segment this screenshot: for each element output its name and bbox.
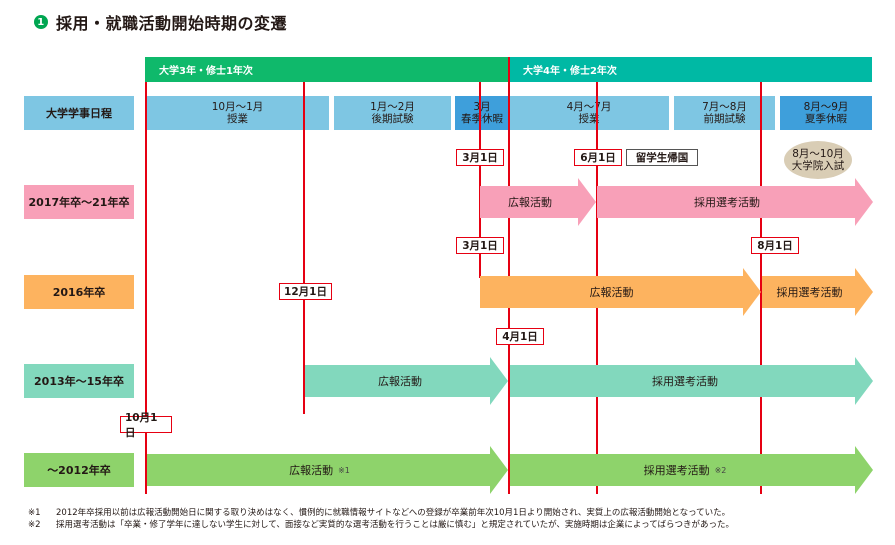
arrow-label: 採用選考活動	[694, 196, 760, 209]
grad-exam-period: 8月〜10月	[792, 148, 844, 160]
schedule-spring-break: 3月 春季休暇	[455, 96, 509, 130]
schedule-classes-spring: 4月〜7月 授業	[509, 96, 669, 130]
arrow-2016-pr: 広報活動	[480, 268, 761, 316]
schedule-period: 7月〜8月	[702, 101, 747, 113]
band-year3-label: 大学3年・修士1年次	[159, 66, 253, 77]
footnotes: ※1 2012年卒採用以前は広報活動開始日に関する取り決めはなく、慣例的に就職情…	[28, 507, 734, 531]
date-apr1: 4月1日	[496, 328, 544, 345]
grad-exam-name: 大学院入試	[791, 160, 845, 172]
title-text: 採用・就職活動開始時期の変遷	[56, 14, 288, 33]
arrow-label: 広報活動 ※1	[147, 446, 492, 494]
arrow-label: 広報活動	[378, 375, 422, 388]
arrow-2017-selection: 採用選考活動	[597, 178, 873, 226]
line-aug1	[760, 82, 762, 494]
band-year3: 大学3年・修士1年次	[145, 57, 509, 82]
footnote-text: 2012年卒採用以前は広報活動開始日に関する取り決めはなく、慣例的に就職情報サイ…	[56, 508, 731, 518]
schedule-period: 4月〜7月	[566, 101, 612, 113]
band-year4-label: 大学4年・修士2年次	[523, 66, 617, 77]
schedule-classes-autumn: 10月〜1月 授業	[146, 96, 329, 130]
arrow-2012-pr: 広報活動 ※1	[147, 446, 508, 494]
row-label-2013-2015: 2013年〜15年卒	[24, 364, 134, 398]
schedule-early-exams: 7月〜8月 前期試験	[674, 96, 775, 130]
date-jun1: 6月1日	[574, 149, 622, 166]
arrow-2016-selection: 採用選考活動	[762, 268, 873, 316]
date-aug1: 8月1日	[751, 237, 799, 254]
date-mar1-2017: 3月1日	[456, 149, 504, 166]
row-label-2016: 2016年卒	[24, 275, 134, 309]
footnote-ref-2: ※2	[714, 465, 727, 475]
schedule-name: 春季休暇	[461, 113, 503, 125]
page-title: 1 採用・就職活動開始時期の変遷	[34, 10, 287, 34]
line-apr1	[508, 57, 510, 494]
returnees-label: 留学生帰国	[626, 149, 698, 166]
footnote-1: ※1 2012年卒採用以前は広報活動開始日に関する取り決めはなく、慣例的に就職情…	[28, 507, 734, 519]
schedule-late-exams: 1月〜2月 後期試験	[334, 96, 451, 130]
arrow-2017-pr: 広報活動	[480, 178, 596, 226]
line-mar1	[479, 82, 481, 278]
arrow-label: 採用選考活動	[776, 286, 843, 299]
date-mar1-2016: 3月1日	[456, 237, 504, 254]
schedule-name: 後期試験	[371, 113, 414, 125]
footnote-mark: ※1	[28, 508, 41, 518]
arrow-label: 採用選考活動 ※2	[510, 446, 860, 494]
line-oct1	[145, 82, 147, 494]
arrow-2013-pr: 広報活動	[305, 357, 508, 405]
arrow-2012-selection: 採用選考活動 ※2	[510, 446, 873, 494]
arrow-2013-selection: 採用選考活動	[510, 357, 873, 405]
row-label-2012: 〜2012年卒	[24, 453, 134, 487]
schedule-period: 10月〜1月	[211, 101, 264, 113]
arrow-label: 採用選考活動	[652, 375, 718, 388]
footnote-2: ※2 採用選考活動は「卒業・修了学年に達しない学生に対して、面接など実質的な選考…	[28, 519, 734, 531]
footnote-mark: ※2	[28, 520, 41, 530]
line-dec1	[303, 82, 305, 414]
schedule-name: 授業	[578, 113, 600, 125]
schedule-name: 授業	[227, 113, 248, 125]
row-label-schedule: 大学学事日程	[24, 96, 134, 130]
arrow-label-text: 広報活動	[289, 464, 334, 477]
row-label-2017-2021: 2017年卒〜21年卒	[24, 185, 134, 219]
schedule-summer-break: 8月〜9月 夏季休暇	[780, 96, 872, 130]
arrow-label: 広報活動	[508, 196, 552, 209]
footnote-text: 採用選考活動は「卒業・修了学年に達しない学生に対して、面接など実質的な選考活動を…	[56, 520, 735, 530]
schedule-name: 夏季休暇	[805, 113, 847, 125]
band-year4: 大学4年・修士2年次	[509, 57, 872, 82]
footnote-ref-1: ※1	[338, 465, 350, 475]
schedule-period: 1月〜2月	[370, 101, 415, 113]
arrow-label-text: 採用選考活動	[643, 464, 710, 477]
section-number-icon: 1	[34, 15, 48, 29]
schedule-name: 前期試験	[703, 113, 746, 125]
schedule-period: 8月〜9月	[803, 101, 849, 113]
arrow-label: 広報活動	[589, 286, 634, 299]
schedule-period: 3月	[473, 101, 491, 113]
date-oct1: 10月1日	[120, 412, 172, 439]
grad-exam-oval: 8月〜10月 大学院入試	[784, 141, 852, 179]
date-dec1: 12月1日	[279, 283, 332, 300]
